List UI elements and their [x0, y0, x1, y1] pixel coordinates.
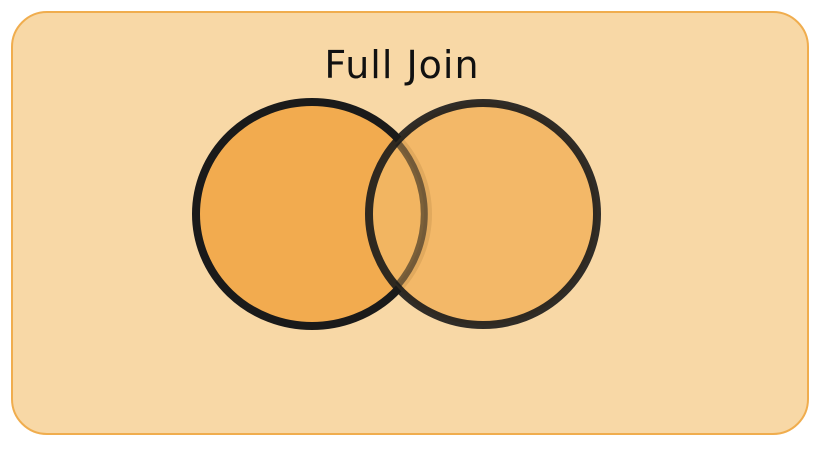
left-circle-overlap-edge [395, 140, 428, 288]
right-circle [365, 99, 601, 329]
diagram-title: Full Join [324, 43, 480, 87]
